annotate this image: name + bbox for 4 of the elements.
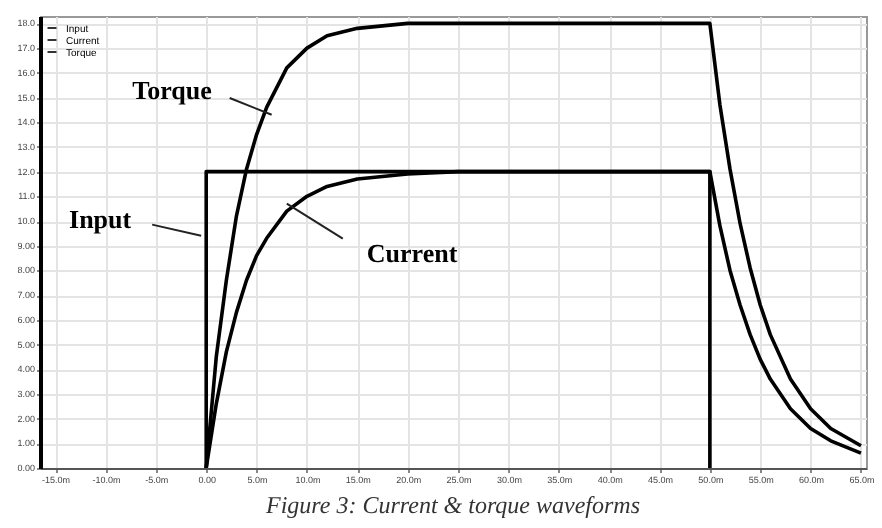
- annotation: Torque: [132, 74, 213, 105]
- annotation: Current: [366, 237, 459, 268]
- text: Figure 3: Current & torque waveforms: [264, 491, 641, 519]
- annotation: Input: [69, 203, 133, 234]
